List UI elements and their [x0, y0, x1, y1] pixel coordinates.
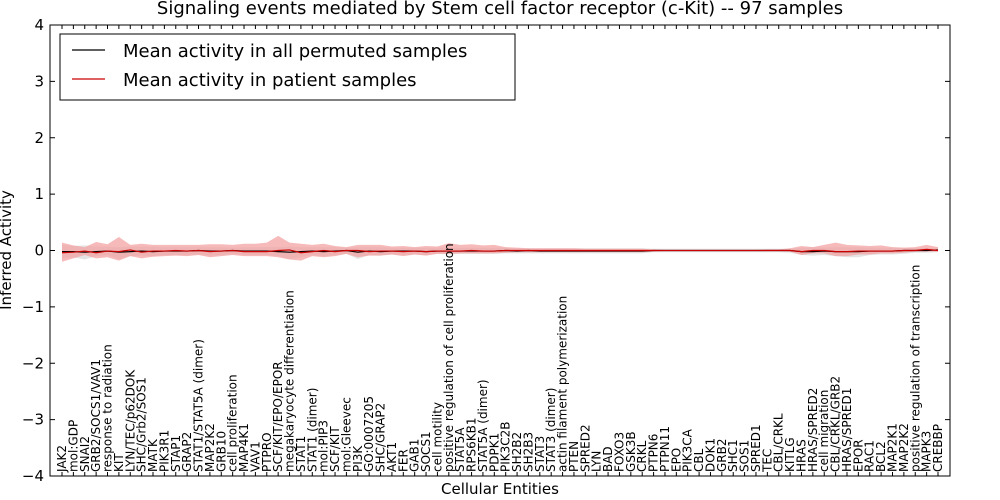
category-label: CRKL	[635, 440, 649, 472]
category-label: DOK1	[703, 438, 717, 472]
y-tick-label: −3	[22, 411, 44, 429]
category-label: STAT5A	[453, 427, 467, 472]
category-label: SHC1	[726, 439, 740, 472]
category-label: STAT1/STAT5A (dimer)	[192, 339, 206, 472]
category-label: MAP2K2	[203, 423, 217, 472]
category-label: PDPK1	[487, 433, 501, 472]
category-label: GSK3B	[624, 431, 638, 472]
category-label: SPRED2	[578, 424, 592, 472]
category-label: AKT1	[385, 442, 399, 472]
category-label: STAT3 (dimer)	[544, 388, 558, 472]
y-tick-label: −2	[22, 354, 44, 372]
category-label: FER	[396, 449, 410, 472]
y-tick-label: 4	[34, 16, 44, 34]
x-axis-label: Cellular Entities	[441, 480, 559, 498]
y-tick-label: 1	[34, 185, 44, 203]
category-label: HRAS/SPRED2	[806, 388, 820, 472]
category-label: MAP2K1	[885, 423, 899, 472]
category-label: SH2B3	[521, 432, 535, 472]
category-label: LYN/TEC/p62DOK	[123, 369, 137, 472]
category-label: SPRED1	[749, 424, 763, 472]
category-label: CBL/CRKL/GRB2	[829, 376, 843, 472]
category-label: PTPN6	[647, 434, 661, 472]
category-label: SOCS1	[419, 431, 433, 472]
category-label: SCF/KIT/EPO/EPOR	[271, 361, 285, 472]
category-label: response to radiation	[101, 344, 115, 472]
legend: Mean activity in all permuted samples Me…	[59, 33, 516, 101]
legend-label-permuted: Mean activity in all permuted samples	[123, 41, 467, 62]
category-label: MAPK3	[920, 431, 934, 472]
category-label: CBL	[692, 448, 706, 472]
category-label: PIK3R1	[157, 430, 171, 472]
category-label: cell proliferation	[226, 374, 240, 472]
chart-title: Signaling events mediated by Stem cell f…	[157, 0, 843, 19]
series-line-patient	[61, 248, 939, 254]
category-label: MAP4K1	[237, 423, 251, 472]
category-label: positive regulation of transcription	[908, 265, 922, 472]
category-label: GRB2/SOCS1/VAV1	[89, 359, 103, 472]
category-label: GAB1	[408, 439, 422, 472]
category-label: KIT	[112, 453, 126, 472]
category-label: PIK3CA	[681, 428, 695, 472]
category-label: VAV1	[248, 441, 262, 472]
category-label: SHC/GRAP2	[374, 403, 388, 472]
category-label: STAT1	[294, 436, 308, 472]
category-label: SNAI2	[78, 436, 92, 472]
category-label: GRB10	[214, 431, 228, 472]
category-label: STAT5A (dimer)	[476, 379, 490, 472]
y-tick-label: −1	[22, 298, 44, 316]
category-label: KITLG	[783, 437, 797, 472]
category-label: GO:0007205	[362, 396, 376, 472]
category-label: PI3K	[351, 445, 365, 472]
category-label: mol:Gleevec	[339, 397, 353, 472]
category-label: PTEN	[567, 441, 581, 472]
category-label: GRAP2	[180, 432, 194, 472]
y-tick-label: 0	[34, 242, 44, 260]
category-label: CREBBP	[931, 424, 945, 472]
category-label: JAK2	[55, 445, 69, 473]
category-label: actin filament polymerization	[556, 296, 570, 472]
category-label: HRAS/SPRED1	[840, 388, 854, 472]
category-label: EPOR	[851, 439, 865, 472]
category-label: PTPRO	[260, 432, 274, 472]
category-label: FOXO3	[612, 432, 626, 472]
category-label: LYN	[590, 451, 604, 472]
category-label: CBL/CRKL	[772, 413, 786, 472]
category-label: MAP2K2	[897, 423, 911, 472]
category-label: mol:PIP3	[317, 420, 331, 472]
plot-frame	[49, 24, 951, 477]
category-label: RPS6KB1	[465, 417, 479, 472]
category-label: SHC/Grb2/SOS1	[135, 377, 149, 472]
legend-label-patient: Mean activity in patient samples	[123, 70, 417, 91]
category-label: HRAS	[794, 439, 808, 472]
category-label: PTPN11	[658, 426, 672, 472]
category-label: positive regulation of cell proliferatio…	[442, 243, 456, 472]
category-label: STAT3	[533, 436, 547, 472]
category-label: STAP1	[169, 435, 183, 472]
category-label: SOS1	[738, 440, 752, 472]
category-label: EPO	[669, 448, 683, 472]
y-tick-label: 3	[34, 72, 44, 90]
category-label: GRB2	[715, 438, 729, 472]
category-label: megakaryocyte differentiation	[283, 290, 297, 472]
category-label: TEC	[760, 449, 774, 473]
band-patient	[62, 235, 938, 262]
category-label: BCL2	[874, 441, 888, 472]
y-tick-label: 2	[34, 129, 44, 147]
category-label: PIK3C2B	[499, 421, 513, 472]
y-axis-label: Inferred Activity	[0, 190, 15, 310]
category-label: STAT1 (dimer)	[305, 388, 319, 472]
category-label: MATK	[146, 438, 160, 472]
category-label: BAD	[601, 446, 615, 472]
category-label: RAC1	[863, 440, 877, 472]
category-label: cell motility	[430, 402, 444, 472]
category-label: mol:GDP	[66, 420, 80, 472]
category-label: SH2B2	[510, 432, 524, 472]
y-tick-label: −4	[22, 467, 44, 485]
category-label: cell migration	[817, 390, 831, 472]
category-label: SCF/KIT	[328, 426, 342, 472]
legend-box	[59, 33, 516, 101]
